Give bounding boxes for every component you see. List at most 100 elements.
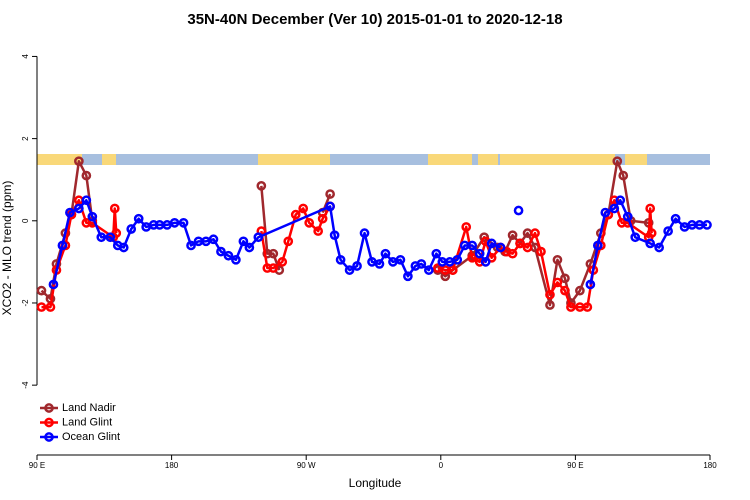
data-point xyxy=(545,289,555,300)
data-point xyxy=(74,203,84,214)
data-point xyxy=(256,181,267,191)
data-point xyxy=(344,265,355,275)
x-tick-label: 90 E xyxy=(567,461,583,470)
data-point xyxy=(423,265,434,275)
data-point xyxy=(530,228,540,238)
y-tick-label: 0 xyxy=(21,218,30,223)
legend-marker xyxy=(44,432,54,442)
data-point xyxy=(374,259,385,269)
data-point xyxy=(186,240,196,251)
x-axis-label: Longitude xyxy=(349,476,402,490)
data-point xyxy=(615,195,626,206)
data-point xyxy=(178,217,189,228)
x-tick-label: 180 xyxy=(165,461,179,470)
data-point xyxy=(105,232,116,243)
data-point xyxy=(109,203,120,214)
data-point xyxy=(646,228,657,238)
data-point xyxy=(81,195,92,206)
data-point xyxy=(507,248,518,259)
x-tick-label: 90 W xyxy=(297,461,316,470)
data-point xyxy=(622,211,633,222)
data-point xyxy=(126,224,137,234)
data-point xyxy=(507,230,518,241)
data-point xyxy=(45,302,56,312)
data-point xyxy=(467,240,478,251)
data-point xyxy=(560,285,570,296)
x-tick-label: 180 xyxy=(703,461,717,470)
legend-marker xyxy=(44,417,54,428)
data-point xyxy=(609,203,620,214)
data-point xyxy=(630,232,641,243)
data-point xyxy=(612,156,623,167)
data-point xyxy=(74,156,84,167)
data-point xyxy=(536,246,546,257)
data-point xyxy=(253,232,264,243)
legend-label: Ocean Glint xyxy=(62,431,120,443)
data-point xyxy=(238,236,249,247)
data-point xyxy=(467,252,478,263)
data-point xyxy=(552,277,563,288)
data-point xyxy=(244,242,255,253)
data-point xyxy=(118,242,129,253)
data-point xyxy=(452,254,463,265)
data-point xyxy=(57,240,68,251)
data-point xyxy=(133,213,144,224)
data-point xyxy=(335,254,346,265)
data-point xyxy=(395,254,406,265)
y-axis-label: XCO2 - MLO trend (ppm) xyxy=(0,181,14,316)
data-point xyxy=(380,248,391,259)
data-point xyxy=(513,205,524,216)
data-point xyxy=(645,238,656,249)
data-point xyxy=(522,242,533,253)
y-tick-label: 2 xyxy=(21,136,30,141)
data-point xyxy=(416,259,427,269)
data-point xyxy=(81,170,92,181)
data-point xyxy=(645,203,656,214)
y-tick-label: -2 xyxy=(21,299,30,307)
data-point xyxy=(268,248,279,259)
data-point xyxy=(283,236,294,247)
data-point xyxy=(268,263,279,273)
x-tick-label: 90 E xyxy=(29,461,45,470)
x-tick-label: 0 xyxy=(439,461,444,470)
data-point xyxy=(48,279,59,290)
data-point xyxy=(486,238,497,249)
data-point xyxy=(552,254,563,265)
data-point xyxy=(545,300,555,310)
legend-label: Land Nadir xyxy=(62,402,116,414)
data-point xyxy=(585,279,596,290)
data-point xyxy=(169,217,180,228)
data-point xyxy=(352,261,362,271)
data-point xyxy=(208,234,219,245)
data-point xyxy=(36,285,47,296)
data-point xyxy=(600,207,611,218)
y-tick-label: 4 xyxy=(21,54,30,59)
data-point xyxy=(313,226,324,236)
data-point xyxy=(223,250,234,261)
y-tick-label: -4 xyxy=(21,381,30,389)
data-point xyxy=(325,201,335,212)
data-point xyxy=(277,257,288,267)
data-point xyxy=(325,189,335,199)
land-ocean-strip xyxy=(37,154,710,165)
data-point xyxy=(560,273,570,284)
data-point xyxy=(582,302,593,312)
data-point xyxy=(480,257,491,267)
data-point xyxy=(329,230,340,241)
data-point xyxy=(566,302,576,312)
data-point xyxy=(87,211,98,222)
data-point xyxy=(592,240,603,251)
data-point xyxy=(515,238,525,249)
data-point xyxy=(359,228,370,238)
data-point xyxy=(403,271,413,282)
data-point xyxy=(216,246,226,257)
data-point xyxy=(298,203,309,214)
data-point xyxy=(447,265,458,275)
data-point xyxy=(575,285,585,296)
data-point xyxy=(474,248,485,259)
data-point xyxy=(431,248,442,259)
data-point xyxy=(317,213,328,224)
data-point xyxy=(663,226,673,236)
data-point xyxy=(304,217,315,228)
